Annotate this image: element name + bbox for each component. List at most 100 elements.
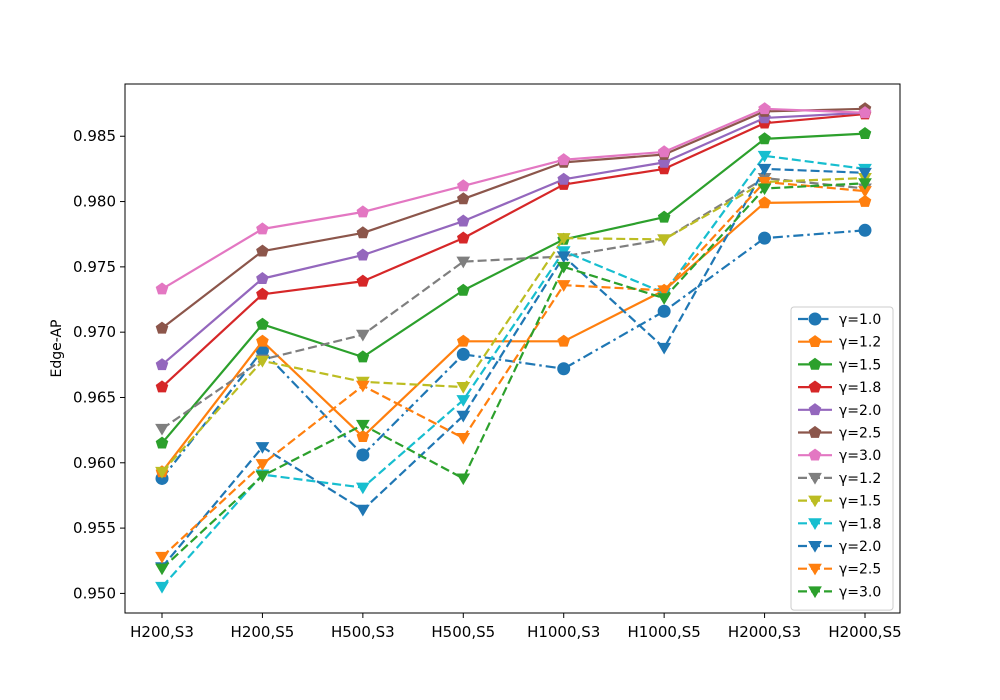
legend-label: γ=1.5 <box>839 357 881 373</box>
legend-entry: γ=1.2 <box>798 471 881 487</box>
series-γ=3.0 <box>155 102 872 295</box>
data-point <box>757 176 772 189</box>
data-point <box>758 231 772 245</box>
legend-label: γ=3.0 <box>839 448 881 464</box>
series-γ=1.5 <box>155 127 872 449</box>
legend-entry: γ=2.0 <box>798 539 881 555</box>
data-point <box>858 127 872 139</box>
y-tick-label: 0.970 <box>73 323 116 341</box>
data-point <box>355 329 370 342</box>
data-point <box>657 285 672 298</box>
data-point <box>356 350 370 363</box>
data-point <box>456 179 470 192</box>
y-tick-label: 0.950 <box>73 584 116 602</box>
series-line <box>161 154 866 588</box>
data-point <box>456 214 470 227</box>
x-tick-label: H200,S5 <box>231 623 295 641</box>
data-point <box>355 504 370 517</box>
data-point <box>255 459 270 471</box>
data-point <box>657 293 672 305</box>
data-point <box>155 358 169 371</box>
legend-entry: γ=1.8 <box>798 380 881 396</box>
data-point <box>356 274 370 287</box>
x-tick-label: H1000,S3 <box>527 623 600 641</box>
data-point <box>858 194 872 207</box>
data-point <box>256 272 269 284</box>
data-point <box>858 223 872 237</box>
data-point <box>657 210 671 223</box>
data-point <box>256 222 269 235</box>
data-point <box>456 334 470 347</box>
legend-entry: γ=1.5 <box>798 357 881 373</box>
data-point <box>556 251 571 264</box>
data-point <box>657 145 671 158</box>
legend-entry: γ=1.5 <box>798 494 881 510</box>
data-point <box>557 153 571 166</box>
x-tick-label: H2000,S5 <box>828 623 901 641</box>
axes-layer: H200,S3 H200,S5 H500,S3 H500,S5 H1000,S3 H100… <box>73 127 902 641</box>
data-point <box>255 355 270 368</box>
legend: γ=1.0 γ=1.2 γ=1.5 γ=1.8 γ=2.0 γ=2.5 γ=3.0 γ=1.2… <box>790 306 894 611</box>
series-line <box>161 111 866 366</box>
series-line <box>161 132 866 444</box>
legend-marker <box>808 541 822 553</box>
data-point <box>456 347 470 361</box>
x-tick-label: H500,S5 <box>431 623 495 641</box>
data-point <box>858 106 872 119</box>
legend-entry: γ=2.0 <box>798 403 881 419</box>
legend-label: γ=1.0 <box>839 312 881 328</box>
data-point <box>155 321 169 334</box>
x-tick-label: H200,S3 <box>130 623 194 641</box>
series-line <box>161 180 866 558</box>
data-point <box>356 448 370 462</box>
series-line <box>161 112 866 388</box>
y-tick-label: 0.980 <box>73 193 116 211</box>
legend-marker <box>808 403 822 416</box>
data-point <box>356 205 370 218</box>
legend-marker <box>808 312 822 326</box>
legend-marker <box>808 472 822 485</box>
data-point <box>456 432 471 445</box>
data-point <box>356 248 370 261</box>
legend-entry: γ=3.0 <box>798 448 881 464</box>
legend-marker <box>808 335 822 348</box>
data-point <box>758 196 771 209</box>
legend-entry: γ=1.2 <box>798 335 881 351</box>
y-tick-label: 0.960 <box>73 454 116 472</box>
series-line <box>161 107 866 330</box>
data-point <box>556 280 571 292</box>
series-γ=3.0 <box>155 178 872 576</box>
y-tick-label: 0.975 <box>73 258 116 276</box>
legend-marker <box>808 518 822 530</box>
series-line <box>161 107 866 291</box>
series-line <box>161 176 866 430</box>
data-point <box>657 234 672 247</box>
data-point <box>155 436 169 449</box>
series-line <box>161 167 866 568</box>
data-point <box>256 244 269 257</box>
data-point <box>155 380 169 393</box>
data-point <box>256 317 269 330</box>
legend-entry: γ=2.5 <box>798 426 881 442</box>
data-point <box>456 231 470 244</box>
plot-frame <box>124 83 901 614</box>
y-axis-label: Edge-AP <box>49 320 65 378</box>
data-point <box>255 442 270 454</box>
x-tick-label: H500,S3 <box>331 623 395 641</box>
data-point <box>155 466 169 479</box>
data-point <box>858 178 872 190</box>
legend-label: γ=2.5 <box>839 562 881 578</box>
legend-label: γ=3.0 <box>839 584 881 600</box>
data-point <box>355 482 370 495</box>
data-point <box>557 172 571 185</box>
x-tick-label: H2000,S3 <box>728 623 801 641</box>
data-point <box>256 334 269 347</box>
data-point <box>758 102 771 115</box>
data-point <box>456 192 470 205</box>
legend-label: γ=2.0 <box>839 539 881 555</box>
data-point <box>155 423 169 436</box>
data-point <box>758 132 771 145</box>
data-point <box>757 163 772 176</box>
legend-entry: γ=1.8 <box>798 516 881 532</box>
